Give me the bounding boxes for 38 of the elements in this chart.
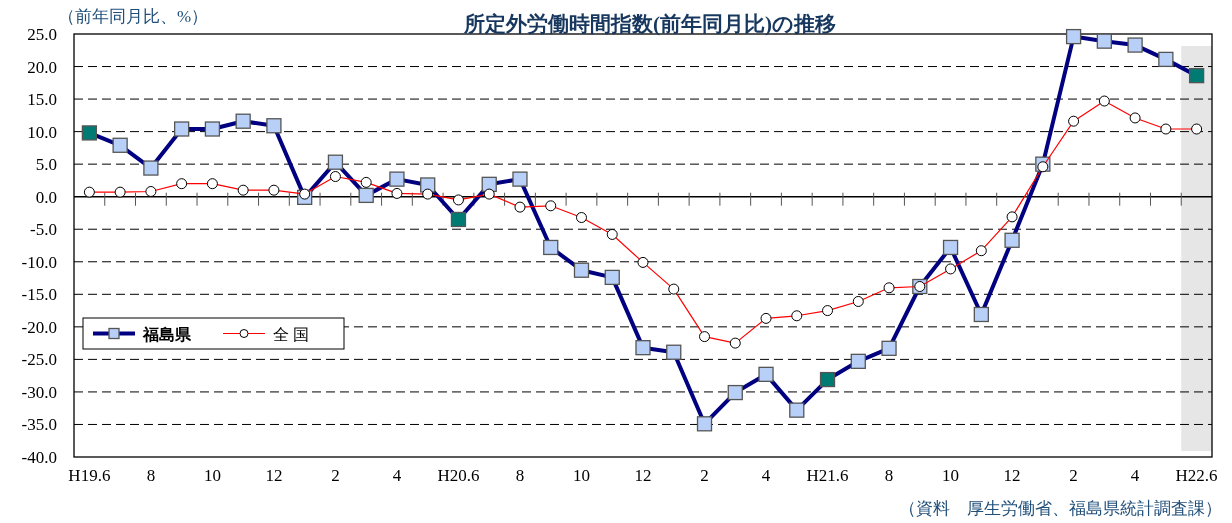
y-tick-label: -10.0 — [21, 252, 57, 272]
chart-title: 所定外労働時間指数(前年同月比)の推移 — [463, 12, 836, 36]
y-tick-label: 20.0 — [27, 57, 57, 77]
x-tick-label: 10 — [203, 466, 221, 485]
y-tick-label: -35.0 — [21, 415, 57, 435]
y-tick-label: -30.0 — [21, 382, 57, 402]
y-tick-label: -25.0 — [21, 350, 57, 370]
x-tick-label: 4 — [1130, 466, 1140, 485]
legend-label: 福島県 — [142, 325, 192, 343]
y-tick-label: 0.0 — [35, 187, 57, 207]
y-tick-label: 10.0 — [27, 122, 57, 142]
x-tick-label: 12 — [265, 466, 283, 485]
x-tick-label: 2 — [1069, 466, 1078, 485]
y-tick-label: 5.0 — [35, 155, 57, 175]
x-tick-label: 10 — [942, 466, 960, 485]
y-tick-label: -15.0 — [21, 285, 57, 305]
legend-label: 全 国 — [273, 325, 309, 343]
x-tick-label: H21.6 — [806, 466, 849, 485]
y-tick-label: -40.0 — [21, 448, 57, 467]
x-tick-label: 4 — [761, 466, 771, 485]
x-tick-label: 12 — [634, 466, 652, 485]
x-tick-label: 10 — [572, 466, 590, 485]
y-tick-label: -20.0 — [21, 317, 57, 337]
y-tick-label: 15.0 — [27, 90, 57, 110]
x-tick-label: 2 — [700, 466, 709, 485]
x-tick-label: H20.6 — [437, 466, 480, 485]
y-axis-title: （前年同月比、%） — [58, 7, 209, 26]
x-tick-label: 8 — [515, 466, 525, 485]
x-tick-label: 8 — [884, 466, 894, 485]
y-tick-label: 25.0 — [27, 25, 57, 44]
x-tick-label: H22.6 — [1175, 466, 1218, 485]
x-tick-label: 2 — [331, 466, 340, 485]
text: （資料 厚生労働省、福島県統計調査課） — [899, 499, 1222, 518]
x-tick-label: 4 — [392, 466, 402, 485]
x-tick-label: 8 — [146, 466, 156, 485]
x-tick-label: H19.6 — [68, 466, 111, 485]
x-tick-label: 12 — [1003, 466, 1021, 485]
y-tick-label: -5.0 — [30, 220, 57, 240]
